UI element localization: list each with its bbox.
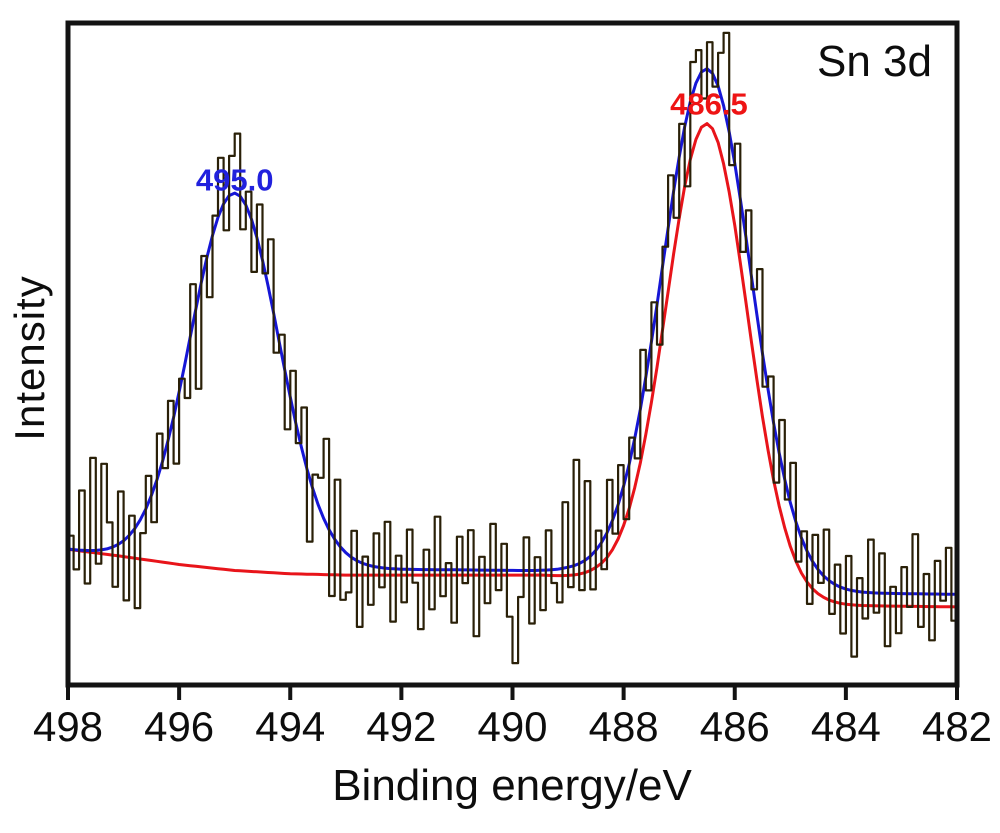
x-tick-label: 488 [588,703,659,750]
peak-label-495: 495.0 [195,162,274,198]
x-tick-label: 496 [144,703,215,750]
plot-frame [65,20,960,688]
x-axis-title: Binding energy/eV [332,761,692,810]
component-fit-curve [67,122,958,609]
raw-data-curve [68,31,959,665]
y-axis-label: Intensity [6,275,53,441]
x-tick-label: 490 [477,703,548,750]
x-tick-label: 494 [255,703,326,750]
x-tick-label: 482 [921,703,993,750]
peak-label-486: 486.5 [670,86,748,122]
x-tick-label: 486 [699,703,770,750]
region-annotation: Sn 3d [817,37,932,86]
x-tick-label: 492 [366,703,437,750]
x-tick-label: 484 [810,703,881,750]
x-tick-label: 498 [32,703,104,750]
fit-envelope-curve [67,67,958,596]
spectrum-curves [67,31,959,665]
